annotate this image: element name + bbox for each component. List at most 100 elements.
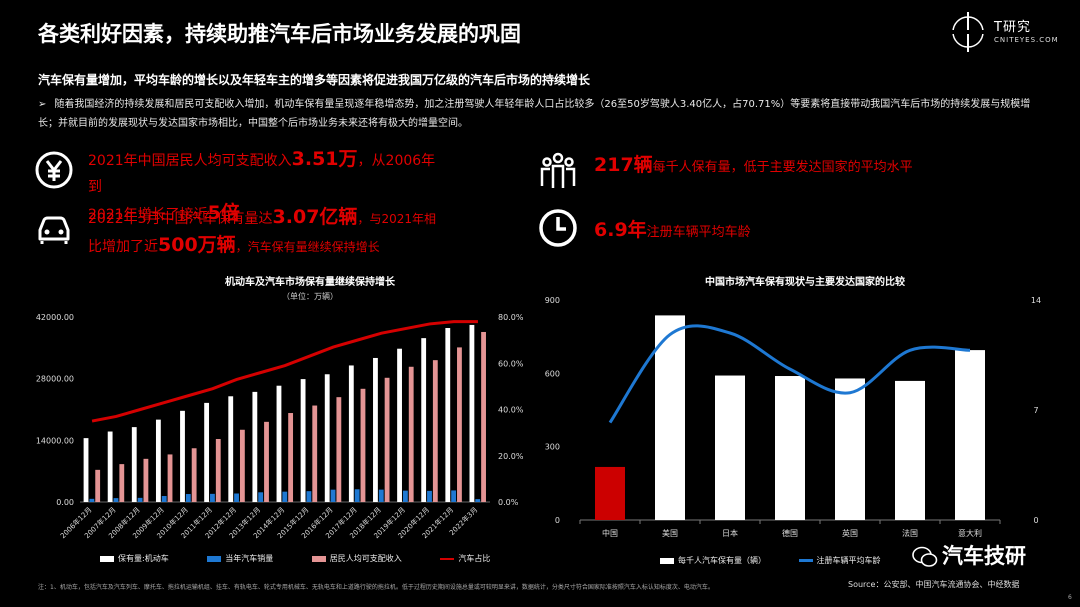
y-tick-label: 42000.00 <box>36 313 74 322</box>
page-title: 各类利好因素，持续助推汽车后市场业务发展的巩固 <box>38 22 521 46</box>
section-subtitle: 汽车保有量增加，平均车龄的增长以及年轻车主的增多等因素将促进我国万亿级的汽车后市… <box>38 73 591 87</box>
yen-icon <box>35 151 73 189</box>
x-tick-label: 英国 <box>842 528 858 538</box>
ownership-growth-value: 500万辆 <box>158 234 236 256</box>
bar-per-thousand <box>835 378 865 520</box>
bar-per-thousand <box>955 350 985 520</box>
bar-sales <box>427 490 432 502</box>
bar-sales <box>185 494 191 502</box>
y-tick-label: 28000.00 <box>36 375 74 384</box>
bar-income <box>167 454 173 502</box>
ownership-text-2: ，与2021年相 <box>357 212 436 226</box>
legend-per-thousand: 每千人汽车保有量（辆） <box>678 556 766 565</box>
bar-income <box>312 405 318 502</box>
bar-sales <box>402 490 408 502</box>
bar-income <box>143 458 149 502</box>
bar-income <box>95 469 101 502</box>
legend-swatch-vehicle <box>100 555 114 562</box>
bar-per-thousand <box>895 380 925 520</box>
legend-share: 汽车占比 <box>458 554 491 563</box>
bar-vehicle <box>180 410 185 502</box>
bar-sales <box>113 498 119 502</box>
bar-income <box>432 360 438 502</box>
income-highlight: 2021年中国居民人均可支配收入3.51万，从2006年到 2021年增长了接近… <box>88 146 448 228</box>
y2-tick-label: 7 <box>1033 406 1038 415</box>
car-icon <box>38 216 70 244</box>
y2-tick-label: 14 <box>1031 296 1041 305</box>
per-thousand-highlight: 217辆每千人保有量，低于主要发达国家的平均水平 <box>594 152 1034 181</box>
bullet-arrow-icon: ➢ <box>38 99 47 110</box>
logo-subtext: CNITEYES.COM <box>994 36 1059 44</box>
x-tick-label: 美国 <box>662 528 678 538</box>
bar-vehicle <box>324 374 330 502</box>
left-chart-title: 机动车及汽车市场保有量继续保持增长 <box>225 277 395 288</box>
bar-vehicle <box>204 402 210 502</box>
bar-sales <box>330 489 336 502</box>
logo-mark <box>950 12 986 52</box>
bar-sales <box>210 493 215 502</box>
bar-per-thousand <box>775 376 805 520</box>
intro-text: 随着我国经济的持续发展和居民可支配收入增加，机动车保有量呈现逐年稳增态势，加之注… <box>38 99 1031 129</box>
bar-sales <box>137 497 143 502</box>
legend-swatch-per-thousand <box>660 557 674 564</box>
income-text-3: 2021年增长了接近 <box>88 207 208 223</box>
bar-vehicle <box>348 365 354 502</box>
left-chart: 0.00 14000.00 28000.00 42000.00 0.0% 20.0% 40.… <box>36 313 524 540</box>
y2-tick-label: 60.0% <box>498 359 524 368</box>
right-chart-legend: 每千人汽车保有量（辆） 注册车辆平均车龄 <box>660 555 881 566</box>
age-value: 6.9年 <box>594 219 647 241</box>
age-text: 注册车辆平均车龄 <box>646 225 751 240</box>
footnote: 注：1、机动车，包括汽车及汽车列车、摩托车、拖拉机运输机组、挂车、有轨电车、轮式… <box>38 584 714 591</box>
logo-text: T研究 <box>994 20 1031 35</box>
right-chart: 0 300 600 900 0 7 14 中国 美国 日本 德国 英国 法国 意大利 <box>545 296 1041 538</box>
bar-sales <box>475 499 481 502</box>
y2-tick-label: 40.0% <box>498 406 524 415</box>
legend-vehicle: 保有量:机动车 <box>118 554 169 563</box>
bar-per-thousand <box>595 466 625 520</box>
intro-paragraph: ➢ 随着我国经济的持续发展和居民可支配收入增加，机动车保有量呈现逐年稳增态势，加之… <box>38 95 1038 133</box>
x-tick-label: 法国 <box>902 528 918 538</box>
ownership-text-4: ，汽车保有量继续保持增长 <box>235 240 380 254</box>
bar-sales <box>89 498 95 502</box>
legend-income: 居民人均可支配收入 <box>329 554 402 563</box>
bar-income <box>336 397 342 502</box>
bar-sales <box>306 491 312 502</box>
legend-swatch-share <box>440 557 455 560</box>
bar-income <box>264 421 269 502</box>
bar-vehicle <box>228 396 234 502</box>
right-chart-title: 中国市场汽车保有现状与主要发达国家的比较 <box>705 277 905 288</box>
legend-swatch-income <box>311 555 326 562</box>
legend-sales: 当年汽车销量 <box>225 554 274 563</box>
brand-watermark: 汽车技研 <box>912 540 1026 570</box>
source-note: Source：公安部、中国汽车流通协会、中经数据 <box>848 580 1020 589</box>
y2-tick-label: 0 <box>1033 516 1038 525</box>
bar-sales <box>378 489 384 502</box>
x-tick-label: 日本 <box>722 528 738 538</box>
bar-vehicle <box>300 379 306 502</box>
bar-vehicle <box>469 324 475 502</box>
income-text-2: ，从2006年到 <box>88 153 436 195</box>
y2-tick-label: 80.0% <box>498 313 524 322</box>
y-tick-label: 300 <box>545 443 560 452</box>
bar-sales <box>354 489 360 502</box>
income-growth-value: 5倍 <box>207 202 240 224</box>
brand-name: 汽车技研 <box>942 544 1026 568</box>
age-highlight: 6.9年注册车辆平均车龄 <box>594 217 894 246</box>
wechat-icon <box>912 546 938 567</box>
y-tick-label: 0.00 <box>56 498 74 507</box>
bar-vehicle <box>252 391 258 502</box>
bar-income <box>239 429 245 502</box>
clock-icon <box>539 209 577 247</box>
income-value: 3.51万 <box>291 148 358 170</box>
bar-vehicle <box>107 431 113 502</box>
bar-income <box>384 377 390 502</box>
legend-swatch-age <box>798 559 813 562</box>
legend-age: 注册车辆平均车龄 <box>816 556 881 565</box>
bar-sales <box>234 493 239 502</box>
per-thousand-text: 每千人保有量，低于主要发达国家的平均水平 <box>652 160 913 175</box>
x-tick-label: 中国 <box>602 528 618 538</box>
bar-income <box>191 448 197 502</box>
y-tick-label: 14000.00 <box>36 436 74 445</box>
bar-income <box>408 366 414 502</box>
bar-income <box>288 413 294 502</box>
